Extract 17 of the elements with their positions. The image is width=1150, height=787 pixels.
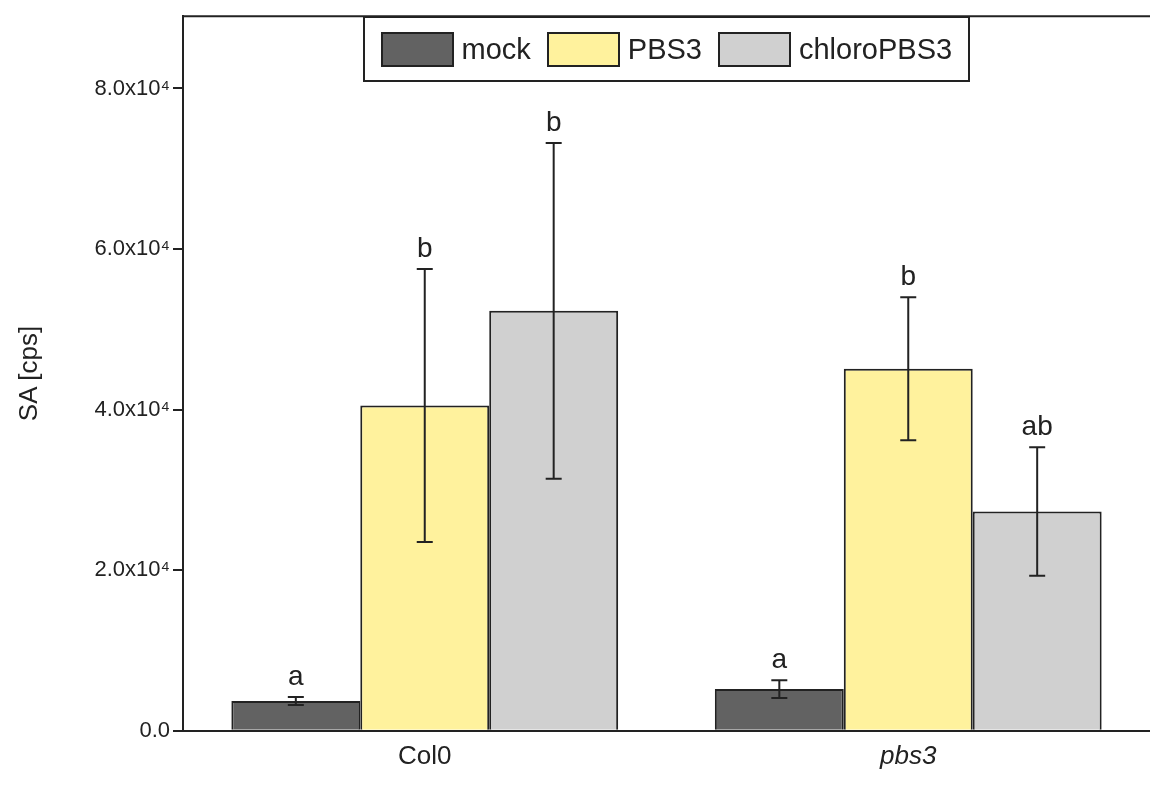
x-tick-label: Col0 (398, 739, 452, 770)
annotation: b (900, 259, 917, 291)
annotation: b (545, 105, 562, 137)
y-tick-label: 4.0x10⁴ (94, 395, 170, 421)
y-tick-label: 2.0x10⁴ (94, 556, 170, 582)
y-tick-label: 8.0x10⁴ (94, 74, 170, 100)
y-tick-label: 6.0x10⁴ (94, 235, 170, 261)
y-tick-label: 0.0 (139, 716, 170, 742)
annotation: a (771, 642, 788, 674)
legend-label: chloroPBS3 (798, 32, 953, 66)
annotation: ab (1021, 410, 1053, 442)
annotation: b (416, 231, 433, 263)
legend-label: mock (461, 32, 531, 66)
legend-label: PBS3 (627, 32, 702, 66)
annotation: a (288, 659, 305, 691)
y-axis-title: SA [cps] (12, 325, 43, 422)
x-tick-label: pbs3 (879, 739, 937, 770)
